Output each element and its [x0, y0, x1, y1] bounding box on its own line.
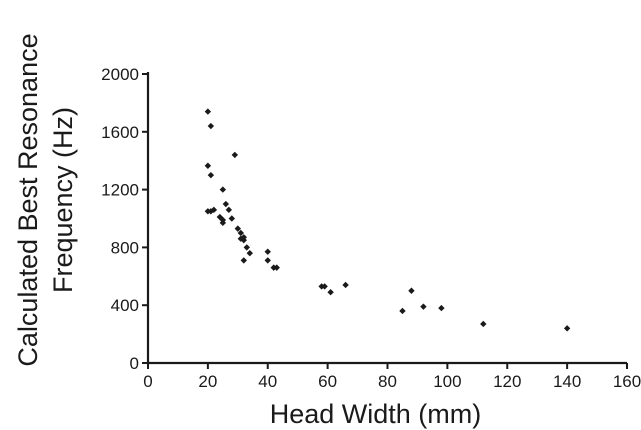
- data-point: [234, 225, 242, 232]
- data-point: [240, 257, 247, 264]
- y-tick-label: 400: [111, 296, 139, 315]
- data-point: [231, 151, 239, 159]
- data-point: [222, 200, 230, 208]
- data-point: [246, 249, 253, 257]
- data-point: [219, 186, 227, 193]
- data-point: [438, 304, 445, 312]
- y-axis-ticks: 0 400 800 1200 1600 2000: [101, 65, 148, 373]
- x-tick-label: 160: [613, 372, 641, 391]
- x-tick-label: 40: [258, 372, 277, 391]
- data-point: [480, 320, 487, 328]
- data-point: [228, 215, 236, 222]
- y-tick-label: 1600: [101, 123, 139, 142]
- x-tick-label: 60: [318, 372, 337, 391]
- x-tick-label: 0: [143, 372, 152, 391]
- data-point: [273, 264, 280, 271]
- data-point: [563, 325, 571, 332]
- y-axis-title-group: Calculated Best Resonance Frequency (Hz): [13, 33, 78, 366]
- y-tick-label: 2000: [101, 65, 139, 84]
- data-point: [240, 236, 247, 244]
- data-point: [327, 288, 334, 296]
- x-tick-label: 80: [378, 372, 397, 391]
- data-point: [342, 281, 349, 289]
- data-point: [420, 303, 427, 310]
- data-point: [207, 171, 215, 179]
- y-axis-title-line-1: Calculated Best Resonance: [13, 33, 43, 366]
- x-axis-title: Head Width (mm): [270, 399, 482, 429]
- x-tick-label: 20: [198, 372, 217, 391]
- x-tick-label: 140: [553, 372, 581, 391]
- y-tick-label: 1200: [101, 181, 139, 200]
- data-point: [264, 248, 271, 255]
- data-point: [225, 206, 233, 214]
- data-point: [399, 307, 406, 315]
- y-axis-title-line-2: Frequency (Hz): [48, 107, 78, 293]
- y-tick-label: 0: [130, 354, 139, 373]
- x-tick-label: 120: [493, 372, 521, 391]
- data-point: [207, 122, 215, 130]
- y-tick-label: 800: [111, 238, 139, 257]
- data-point: [210, 206, 218, 214]
- data-point: [204, 162, 212, 169]
- data-points: [204, 108, 571, 332]
- data-point: [408, 287, 415, 294]
- data-point: [219, 219, 227, 227]
- data-point: [204, 108, 212, 115]
- x-tick-label: 100: [433, 372, 461, 391]
- data-point: [321, 283, 328, 290]
- data-point: [243, 244, 250, 251]
- data-point: [237, 229, 245, 237]
- data-point: [264, 257, 271, 264]
- x-axis-ticks: 0 20 40 60 80 100 120 140 160: [143, 363, 641, 391]
